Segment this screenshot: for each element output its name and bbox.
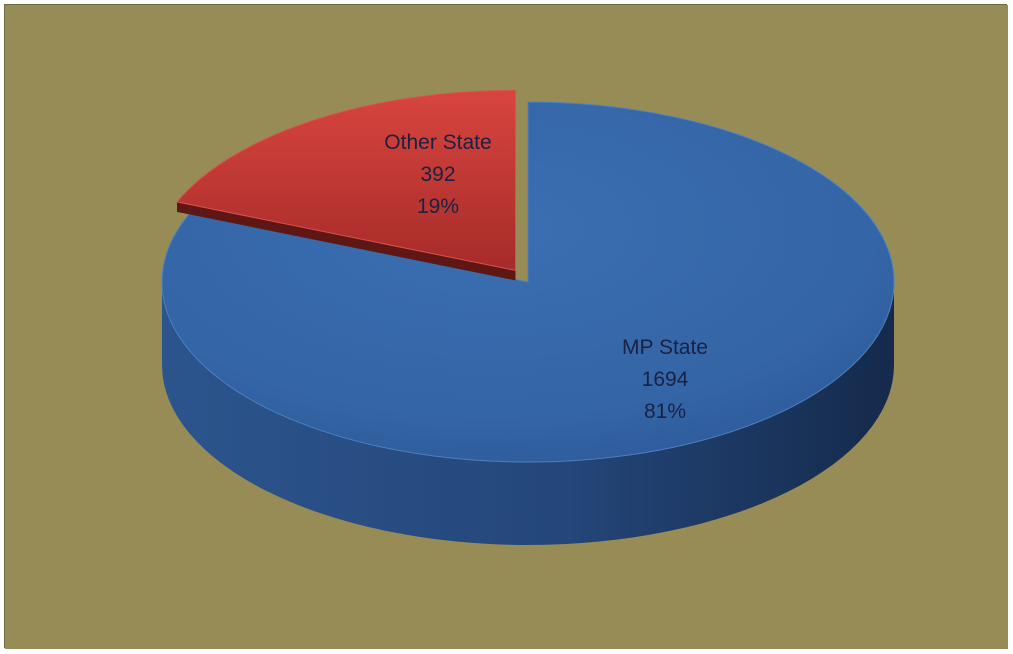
pie-side-mp-state bbox=[162, 282, 894, 545]
slice-label-mp-state: MP State bbox=[622, 336, 708, 359]
chart-frame: Other State 392 19% MP State 1694 81% bbox=[4, 4, 1008, 649]
slice-label-other-state: Other State bbox=[384, 131, 491, 154]
slice-percent-mp-state: 81% bbox=[644, 400, 686, 423]
pie-slice-mp-state bbox=[161, 101, 895, 545]
slice-value-other-state: 392 bbox=[420, 163, 455, 186]
pie-top-mp-state bbox=[161, 101, 895, 463]
pie-cut-other-state bbox=[177, 201, 516, 281]
pie-chart: Other State 392 19% MP State 1694 81% bbox=[5, 5, 1008, 649]
slice-value-mp-state: 1694 bbox=[642, 368, 689, 391]
pie-slice-other-state bbox=[176, 89, 516, 281]
pie-top-other-state bbox=[176, 89, 516, 272]
slice-percent-other-state: 19% bbox=[417, 195, 459, 218]
